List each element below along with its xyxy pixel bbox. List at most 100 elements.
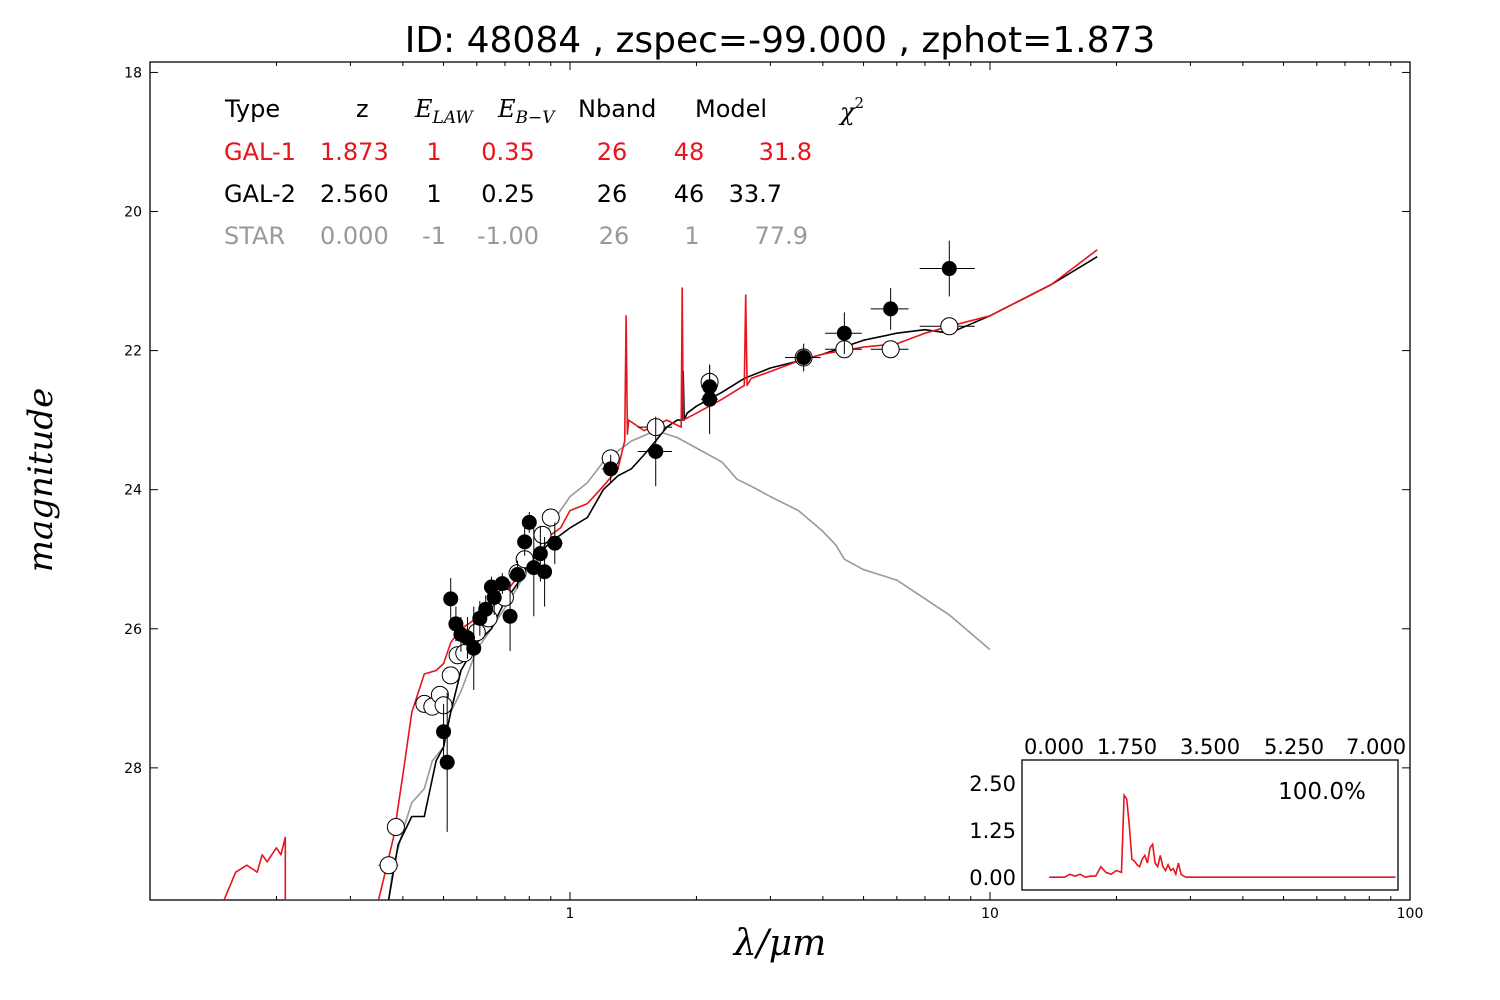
row-chi2: 33.7 <box>729 180 782 208</box>
header-ebv: EB−V <box>497 95 556 128</box>
header-chi2-main: χ <box>838 98 856 126</box>
observed-point <box>836 325 852 341</box>
inset-y-tick-label: 0.00 <box>969 866 1016 890</box>
header-ebv-main: E <box>497 95 516 123</box>
row-model: 1 <box>684 222 699 250</box>
row-z: 0.000 <box>320 222 389 250</box>
row-elaw: -1 <box>422 222 446 250</box>
model-point <box>386 817 405 836</box>
observed-point <box>537 564 553 580</box>
row-elaw: 1 <box>426 180 441 208</box>
row-chi2: 31.8 <box>759 138 812 166</box>
x-tick-label: 1 <box>566 906 575 922</box>
y-tick-label: 18 <box>124 65 142 81</box>
observed-point <box>603 461 619 477</box>
points-layer <box>378 240 975 875</box>
inset-x-tick-label: 5.250 <box>1264 735 1324 759</box>
observed-point <box>478 601 494 617</box>
y-tick-label: 26 <box>124 622 142 638</box>
inset-x-tick-label: 7.000 <box>1346 735 1406 759</box>
model-point <box>379 856 398 875</box>
row-z: 1.873 <box>320 138 389 166</box>
header-nband: Nband <box>578 95 656 123</box>
row-model: 46 <box>674 180 705 208</box>
observed-point <box>648 443 664 459</box>
row-ebv: 0.35 <box>481 138 534 166</box>
observed-point <box>517 534 533 550</box>
row-nband: 26 <box>597 180 628 208</box>
y-axis-ticks: 18 20 22 24 26 28 <box>124 65 1410 777</box>
inset-pdf-line <box>1049 792 1396 879</box>
header-type: Type <box>224 95 280 123</box>
observed-point <box>466 640 482 656</box>
y-tick-label: 28 <box>124 761 142 777</box>
table-row-gal1: GAL-1 1.873 1 0.35 26 48 31.8 <box>224 138 812 166</box>
observed-point <box>502 608 518 624</box>
x-axis-label: λ/μm <box>732 923 826 964</box>
observed-point <box>532 546 548 562</box>
row-nband: 26 <box>599 222 630 250</box>
table-row-gal2: GAL-2 2.560 1 0.25 26 46 33.7 <box>224 180 782 208</box>
model-point <box>441 666 460 685</box>
model-point <box>881 340 900 359</box>
row-type: GAL-1 <box>224 138 296 166</box>
chart-title: ID: 48084 , zspec=-99.000 , zphot=1.873 <box>405 20 1156 61</box>
row-nband: 26 <box>597 138 628 166</box>
model-point <box>541 508 560 527</box>
header-model: Model <box>695 95 767 123</box>
observed-point <box>443 591 459 607</box>
observed-point <box>510 567 526 583</box>
y-axis-label: magnitude <box>21 388 61 573</box>
y-tick-label: 24 <box>124 483 142 499</box>
fit-table: Type z ELAW EB−V Nband Model χ2 GAL-1 1.… <box>224 94 864 250</box>
row-chi2: 77.9 <box>755 222 808 250</box>
x-axis-ticks: 1 10 100 <box>149 62 1424 922</box>
inset-y-tick-label: 1.25 <box>969 819 1016 843</box>
inset-y-tick-label: 2.50 <box>969 772 1016 796</box>
y-tick-label: 20 <box>124 205 142 221</box>
observed-point <box>436 724 452 740</box>
inset-percentage: 100.0% <box>1278 779 1366 805</box>
inset-y-ticks: 0.00 1.25 2.50 <box>969 772 1016 890</box>
series-line-gal-2 <box>387 256 1098 900</box>
observed-point <box>941 261 957 277</box>
y-tick-label: 22 <box>124 344 142 360</box>
observed-point <box>486 589 502 605</box>
inset-x-tick-label: 1.750 <box>1097 735 1157 759</box>
row-ebv: -1.00 <box>477 222 539 250</box>
inset-x-tick-label: 0.000 <box>1024 735 1084 759</box>
plot-frame <box>149 61 1411 901</box>
row-elaw: 1 <box>426 138 441 166</box>
series-line-star <box>387 429 991 900</box>
row-type: STAR <box>224 222 285 250</box>
inset-frame <box>1021 759 1399 891</box>
header-elaw-sub: LAW <box>432 108 475 128</box>
header-elaw: ELAW <box>414 95 474 128</box>
series-line-gal-1 <box>223 249 1098 900</box>
header-chi2-sup: 2 <box>855 94 865 112</box>
header-chi2: χ2 <box>838 94 864 126</box>
observed-point <box>547 535 563 551</box>
row-model: 48 <box>674 138 705 166</box>
redshift-pdf-inset: 0.000 1.750 3.500 5.250 7.000 0.00 1.25 2.50 1… <box>969 735 1406 891</box>
x-tick-label: 100 <box>1397 906 1424 922</box>
row-type: GAL-2 <box>224 180 296 208</box>
observed-point <box>521 514 537 530</box>
inset-x-ticks: 0.000 1.750 3.500 5.250 7.000 <box>1024 735 1406 759</box>
inset-series <box>1049 792 1396 879</box>
observed-point <box>796 350 812 366</box>
observed-point <box>883 301 899 317</box>
observed-point <box>702 379 718 395</box>
row-ebv: 0.25 <box>481 180 534 208</box>
observed-point <box>494 576 510 592</box>
header-ebv-sub: B−V <box>515 108 557 128</box>
header-elaw-main: E <box>414 95 433 123</box>
header-z: z <box>356 95 369 123</box>
inset-x-tick-label: 3.500 <box>1180 735 1240 759</box>
row-z: 2.560 <box>320 180 389 208</box>
model-point <box>940 317 959 336</box>
observed-point <box>439 754 455 770</box>
table-row-star: STAR 0.000 -1 -1.00 26 1 77.9 <box>224 222 808 250</box>
x-tick-label: 10 <box>981 906 999 922</box>
